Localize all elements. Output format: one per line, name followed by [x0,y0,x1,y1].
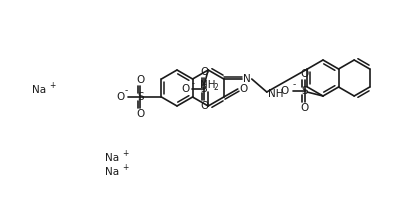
Text: -: - [292,80,295,89]
Text: -: - [124,87,128,96]
Text: O: O [300,69,308,79]
Text: 2: 2 [213,83,218,92]
Text: S: S [301,86,308,96]
Text: -: - [191,79,194,88]
Text: S: S [200,84,207,94]
Text: Na: Na [105,167,119,177]
Text: O: O [300,103,308,113]
Text: +: + [122,149,128,158]
Text: O: O [200,101,208,111]
Text: NH: NH [267,89,283,99]
Text: +: + [49,82,55,90]
Text: N: N [242,74,250,84]
Text: +: + [122,163,128,172]
Text: O: O [136,75,144,85]
Text: O: O [200,67,208,77]
Text: O: O [239,84,247,94]
Text: NH: NH [200,80,215,90]
Text: O: O [180,84,189,94]
Text: O: O [136,109,144,119]
Text: Na: Na [105,153,119,163]
Text: Na: Na [32,85,46,95]
Text: S: S [137,92,144,102]
Text: O: O [280,86,288,96]
Text: O: O [116,92,124,102]
